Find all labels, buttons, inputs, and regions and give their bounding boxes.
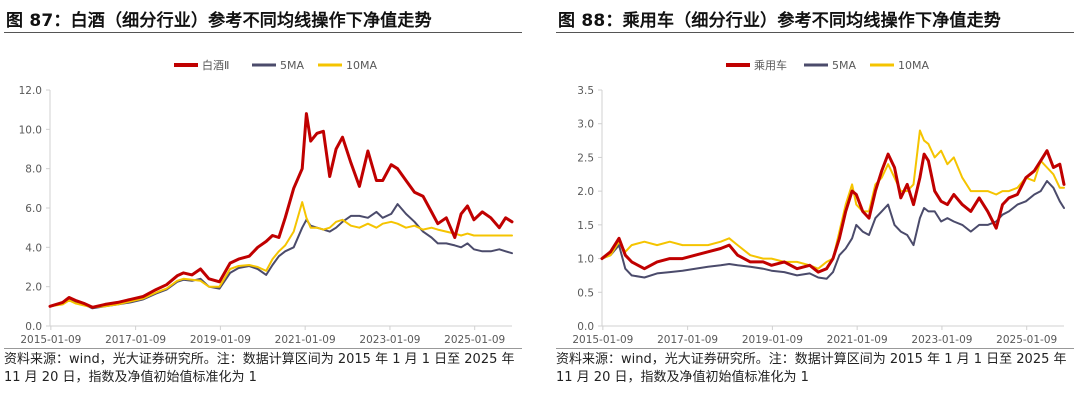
legend-label: 5MA [280,59,304,72]
x-tick-label: 2015-01-09 [20,334,81,346]
x-tick-label: 2015-01-09 [572,334,633,346]
title-divider [556,32,1074,33]
chart-title: 图 88：乘用车（细分行业）参考不同均线操作下净值走势 [558,11,1001,31]
line-chart-passenger-car: 乘用车 5MA 10MA 0.0 0.5 1.0 1.5 2.0 2.5 3.0 3.5 2015-0… [572,58,1066,346]
x-tick-label: 2019-01-09 [742,334,803,346]
source-note: 资料来源：wind，光大证券研究所。注：数据计算区间为 2015 年 1 月 1… [556,352,1067,385]
y-tick-label: 1.5 [577,220,594,232]
y-tick-label: 1.0 [577,254,594,266]
title-divider [4,32,522,33]
legend-item: 5MA [252,59,304,72]
primary-series-line [48,112,514,309]
ma10-series-line [601,129,1065,270]
x-tick-label: 2021-01-09 [827,334,888,346]
chart-legend: 乘用车 5MA 10MA [726,58,929,72]
y-tick-label: 10.0 [19,124,42,136]
y-tick-label: 0.0 [577,321,594,333]
x-tick-label: 2025-01-09 [444,334,505,346]
source-divider [4,348,522,349]
x-tick-label: 2017-01-09 [657,334,718,346]
legend-item: 乘用车 [726,58,787,72]
primary-series-line [600,149,1066,274]
chart-title: 图 87：白酒（细分行业）参考不同均线操作下净值走势 [6,11,432,31]
y-tick-label: 12.0 [19,85,42,97]
y-tick-label: 0.5 [577,287,594,299]
legend-label: 乘用车 [754,58,787,72]
x-tick-label: 2025-01-09 [996,334,1057,346]
source-divider [556,348,1074,349]
chart-legend: 白酒Ⅱ 5MA 10MA [174,58,377,72]
y-tick-label: 3.0 [577,119,594,131]
legend-label: 5MA [832,59,856,72]
x-tick-label: 2017-01-09 [105,334,166,346]
y-tick-label: 2.0 [577,186,594,198]
line-chart-baijiu: 白酒Ⅱ 5MA 10MA 0.0 2.0 4.0 6.0 8.0 10.0 12.0 2015-01… [19,58,514,346]
legend-label: 10MA [898,59,929,72]
chart-panel-baijiu: 图 87：白酒（细分行业）参考不同均线操作下净值走势 白酒Ⅱ 5MA 10MA 0.0… [4,0,524,418]
x-tick-label: 2019-01-09 [190,334,251,346]
y-tick-label: 2.0 [25,282,42,294]
y-tick-label: 4.0 [25,242,42,254]
legend-item: 5MA [804,59,856,72]
ma5-series-line [601,180,1065,280]
legend-label: 10MA [346,59,377,72]
ma10-series-line [49,201,513,309]
legend-label: 白酒Ⅱ [202,58,229,72]
y-tick-label: 6.0 [25,203,42,215]
legend-item: 10MA [870,59,929,72]
x-tick-label: 2023-01-09 [359,334,420,346]
y-tick-label: 2.5 [577,152,594,164]
source-note: 资料来源：wind，光大证券研究所。注：数据计算区间为 2015 年 1 月 1… [4,352,515,385]
legend-item: 白酒Ⅱ [174,58,229,72]
y-tick-label: 8.0 [25,164,42,176]
y-tick-label: 0.0 [25,321,42,333]
legend-item: 10MA [318,59,377,72]
chart-panel-passenger-car: 图 88：乘用车（细分行业）参考不同均线操作下净值走势 乘用车 5MA 10MA 0.… [556,0,1076,418]
x-tick-label: 2021-01-09 [275,334,336,346]
x-tick-label: 2023-01-09 [911,334,972,346]
y-tick-label: 3.5 [577,85,594,97]
